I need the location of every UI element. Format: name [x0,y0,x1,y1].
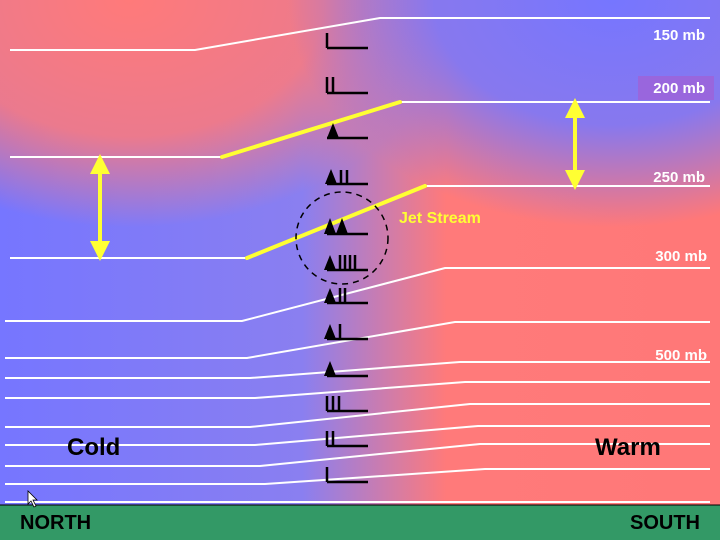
ground-strip [0,505,720,540]
highlight-200-slope [220,100,402,159]
upper-right-cool-region [0,0,720,505]
north-label: NORTH [20,512,91,534]
p200-label-box [638,76,714,100]
jet-core-circle [295,191,389,285]
label-150mb: 150 mb [653,27,705,44]
wind-barb-icon [325,33,368,50]
warm-label: Warm [595,434,661,461]
isobar-500 [5,361,710,379]
isobar-150 [10,17,710,51]
wind-barb-icon [324,255,368,272]
highlight-250-slope [245,184,427,260]
label-200mb: 200 mb [653,80,705,97]
label-500mb: 500 mb [655,347,707,364]
wind-barb-icon [324,361,368,378]
isobar-300 [5,267,710,322]
wind-barb-icon [324,218,368,236]
isobar-lines [5,17,710,503]
wind-barb-icon [325,431,368,448]
wind-barb-icons [324,33,368,484]
isobar-925 [5,468,710,485]
label-250mb: 250 mb [653,169,705,186]
jet-stream-label: Jet Stream [399,210,481,227]
wind-barb-icon [325,467,368,484]
isobar-850 [5,443,710,467]
thickness-highlights [220,100,427,260]
label-300mb: 300 mb [655,248,707,265]
wind-barb-icon [325,77,368,95]
wind-barb-icon [324,288,368,305]
mouse-pointer-icon [27,490,38,508]
wind-barb-icon [324,324,368,341]
isobar-750 [5,425,710,446]
south-label: SOUTH [630,512,700,534]
cold-label: Cold [67,434,120,461]
isobar-600 [5,381,710,399]
wind-barb-icon [325,169,368,186]
wind-barb-icon [325,396,368,413]
isobar-700 [5,403,710,428]
wind-barb-icon [327,123,368,140]
